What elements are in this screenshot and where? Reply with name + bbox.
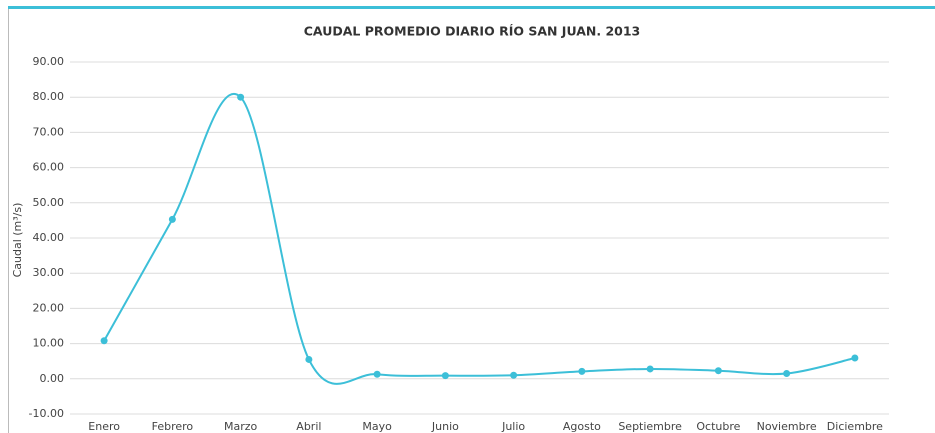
x-tick-label: Julio xyxy=(501,420,525,433)
y-tick-label: -10.00 xyxy=(29,407,64,420)
y-tick-label: 10.00 xyxy=(33,337,65,350)
point xyxy=(441,372,449,380)
y-tick-label: 40.00 xyxy=(33,231,65,244)
x-tick-label: Marzo xyxy=(224,420,258,433)
y-axis-label: Caudal (m³/s) xyxy=(11,203,24,278)
x-tick-label: Enero xyxy=(88,420,120,433)
point xyxy=(373,370,381,378)
point xyxy=(305,355,313,363)
x-tick-label: Junio xyxy=(431,420,459,433)
y-tick-label: 60.00 xyxy=(33,161,65,174)
point xyxy=(646,365,654,373)
y-tick-label: 50.00 xyxy=(33,196,65,209)
point xyxy=(578,367,586,375)
x-tick-label: Noviembre xyxy=(757,420,817,433)
top-border xyxy=(8,6,935,9)
y-tick-label: 90.00 xyxy=(33,55,65,68)
y-tick-label: 70.00 xyxy=(33,125,65,138)
x-tick-label: Agosto xyxy=(563,420,601,433)
x-tick-label: Mayo xyxy=(362,420,392,433)
y-tick-label: 30.00 xyxy=(33,266,65,279)
chart-title: CAUDAL PROMEDIO DIARIO RÍO SAN JUAN. 201… xyxy=(304,24,641,39)
point xyxy=(510,371,518,379)
point xyxy=(714,367,722,375)
point xyxy=(851,354,859,362)
y-tick-label: 80.00 xyxy=(33,90,65,103)
point xyxy=(100,337,108,345)
x-tick-label: Diciembre xyxy=(827,420,883,433)
y-tick-label: 20.00 xyxy=(33,301,65,314)
x-tick-label: Octubre xyxy=(696,420,740,433)
point xyxy=(168,215,176,223)
x-tick-label: Abril xyxy=(296,420,321,433)
x-tick-label: Febrero xyxy=(152,420,194,433)
point xyxy=(237,93,245,101)
point xyxy=(783,370,791,378)
y-tick-label: 0.00 xyxy=(40,372,65,385)
line xyxy=(103,93,856,385)
x-tick-label: Septiembre xyxy=(618,420,682,433)
